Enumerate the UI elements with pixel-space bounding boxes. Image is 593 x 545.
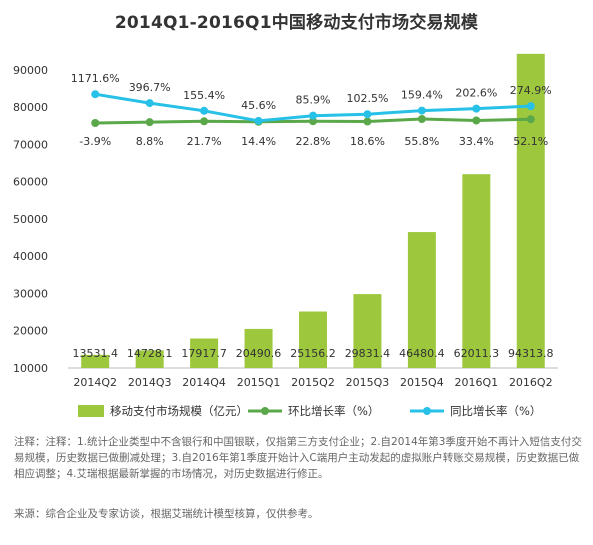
mom-data-label: 18.6% [350, 135, 385, 148]
mom-series-point [309, 117, 317, 126]
x-tick-label: 2014Q3 [128, 376, 172, 389]
legend-marker-yoy [423, 407, 431, 415]
x-tick-label: 2014Q4 [182, 376, 226, 389]
yoy-data-label: 159.4% [401, 89, 443, 102]
yoy-data-label: 396.7% [129, 81, 171, 94]
y-tick-label: 20000 [13, 325, 48, 338]
y-tick-label: 40000 [13, 250, 48, 263]
yoy-data-label: 85.9% [296, 94, 331, 107]
yoy-data-label: 45.6% [241, 99, 276, 112]
mom-data-label: 22.8% [296, 135, 331, 148]
x-tick-label: 2015Q4 [400, 376, 444, 389]
yoy-data-label: 102.5% [346, 92, 388, 105]
mom-series-point [200, 117, 209, 126]
yoy-series-point [91, 90, 100, 99]
y-tick-label: 50000 [13, 213, 48, 226]
bar-value-label: 17917.7 [181, 347, 227, 360]
bar-value-label: 62011.3 [454, 347, 500, 360]
y-tick-label: 90000 [13, 64, 48, 77]
yoy-data-label: 202.6% [455, 87, 497, 100]
x-tick-label: 2015Q1 [237, 376, 281, 389]
bar [81, 354, 110, 368]
yoy-series-point [417, 106, 426, 115]
mom-data-label: 14.4% [241, 135, 276, 148]
mom-data-label: 8.8% [136, 135, 164, 148]
bar [353, 294, 382, 368]
mom-data-label: 55.8% [404, 135, 439, 148]
mom-data-label: 21.7% [187, 135, 222, 148]
yoy-series-point [200, 106, 209, 115]
bar-value-label: 20490.6 [236, 347, 282, 360]
bar [299, 311, 327, 368]
bar-value-label: 46480.4 [399, 347, 445, 360]
bar-value-label: 29831.4 [345, 347, 391, 360]
bar [462, 174, 491, 368]
x-tick-label: 2015Q2 [291, 376, 335, 389]
y-tick-label: 10000 [13, 362, 48, 375]
legend-marker-mom [261, 407, 269, 415]
yoy-data-label: 155.4% [183, 89, 225, 102]
x-tick-label: 2016Q2 [509, 376, 553, 389]
mom-series-point [363, 117, 372, 126]
mom-series-point [145, 118, 154, 127]
bar [190, 338, 219, 368]
x-tick-label: 2016Q1 [455, 376, 499, 389]
mom-data-label: 33.4% [459, 135, 494, 148]
legend-label-mom: 环比增长率（%） [288, 404, 379, 418]
bar [244, 328, 273, 368]
mom-data-label: -3.9% [79, 135, 111, 148]
bar-value-label: 25156.2 [290, 347, 336, 360]
yoy-series-point [145, 99, 154, 108]
yoy-series-point [363, 110, 372, 119]
source-note: 来源：综合企业及专家访谈，根据艾瑞统计模型核算，仅供参考。 [14, 508, 319, 520]
y-tick-label: 70000 [13, 138, 48, 151]
mom-series-point [472, 116, 481, 125]
chart: 10000 20000 30000 40000 50000 60000 70000 80000… [13, 53, 558, 418]
bar [407, 232, 436, 368]
yoy-series-point [309, 111, 317, 120]
yoy-data-label: 274.9% [510, 84, 552, 97]
legend-label-yoy: 同比增长率（%） [450, 404, 541, 418]
yoy-series-point [254, 116, 263, 125]
mom-series-point [526, 115, 535, 124]
x-tick-label: 2014Q2 [73, 376, 117, 389]
bar-value-label: 14728.1 [127, 347, 173, 360]
mom-series-point [91, 119, 100, 127]
y-tick-label: 80000 [13, 101, 48, 114]
yoy-data-label: 1171.6% [71, 72, 120, 85]
bar [135, 350, 164, 368]
bar-value-label: 13531.4 [72, 347, 118, 360]
mom-series-point [417, 115, 426, 123]
yoy-series-point [472, 104, 481, 113]
y-tick-label: 30000 [13, 287, 48, 300]
chart-title: 2014Q1-2016Q1中国移动支付市场交易规模 [114, 13, 479, 33]
mom-data-label: 52.1% [513, 135, 548, 148]
footnote: 注释：注释：1.统计企业类型中不含银行和中国银联，仅指第三方支付企业；2.自20… [14, 436, 582, 480]
bar [516, 53, 545, 369]
x-tick-label: 2015Q3 [346, 376, 390, 389]
y-tick-label: 60000 [13, 176, 48, 189]
legend-label-bar: 移动支付市场规模（亿元） [110, 404, 248, 418]
legend-swatch-bar [78, 405, 104, 417]
yoy-series-point [526, 102, 535, 111]
bar-value-label: 94313.8 [508, 347, 554, 360]
